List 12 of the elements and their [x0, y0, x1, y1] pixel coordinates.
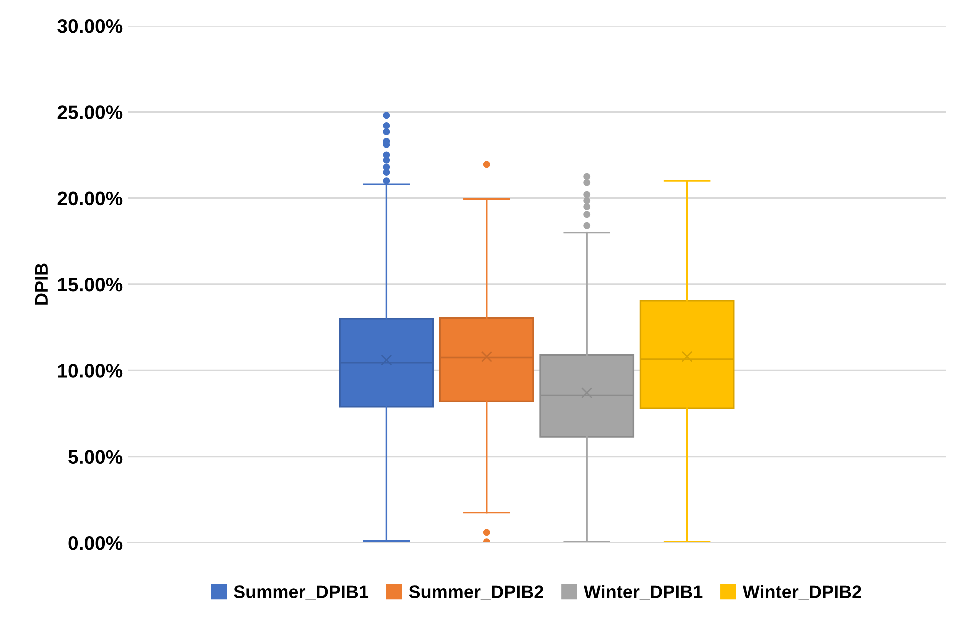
legend-label: Winter_DPIB1: [584, 585, 703, 600]
y-tick-label: 25.00%: [58, 106, 123, 120]
y-tick-label: 5.00%: [68, 450, 123, 464]
legend-label: Winter_DPIB2: [742, 585, 862, 600]
y-tick-label: 15.00%: [58, 278, 123, 292]
y-axis-title: DPIB: [35, 264, 48, 305]
legend-label: Summer_DPIB2: [409, 586, 544, 600]
y-tick-label: 0.00%: [68, 536, 123, 550]
y-tick-label: 10.00%: [58, 364, 123, 378]
y-tick-label: 20.00%: [58, 192, 123, 206]
y-tick-label: 30.00%: [58, 19, 123, 34]
legend-label: Summer_DPIB1: [234, 586, 369, 600]
